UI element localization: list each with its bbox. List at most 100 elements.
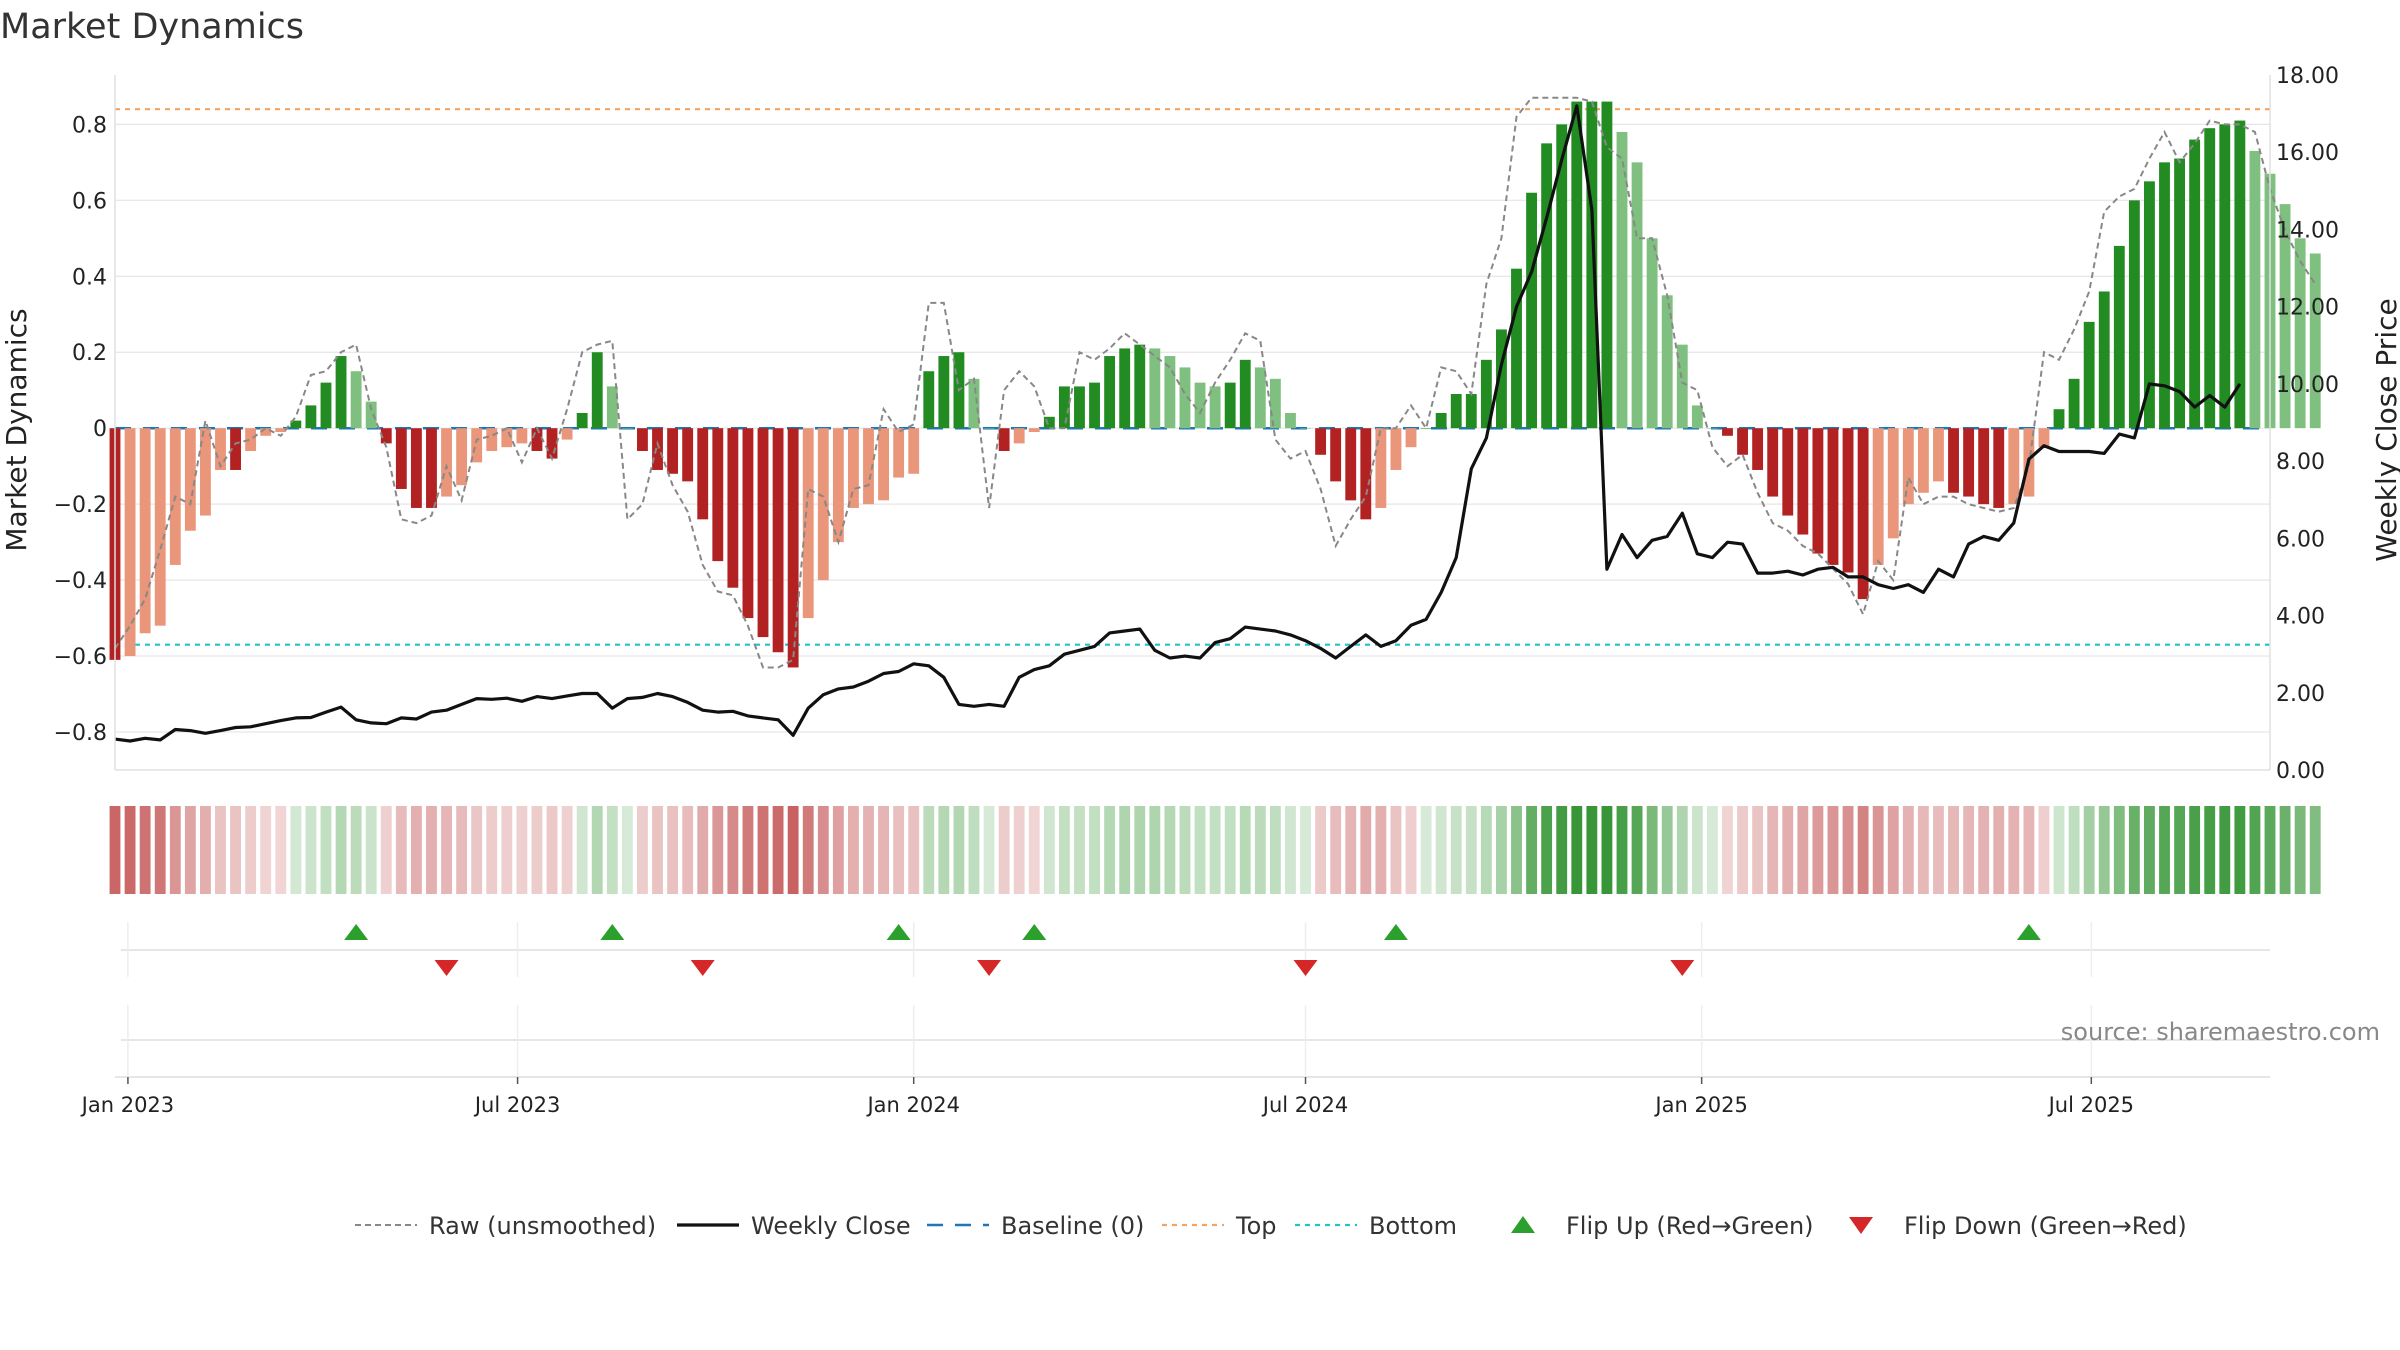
heat-strip-cell	[1691, 806, 1703, 894]
dynamics-bar	[245, 428, 257, 451]
heat-strip-cell	[1857, 806, 1869, 894]
dynamics-bar	[1541, 143, 1553, 429]
y-right-ticks: 18.00 16.00 14.00 12.00 10.00 8.00 6.00 4.00 2.0…	[2276, 64, 2339, 784]
legend-flip_down-label: Flip Down (Green→Red)	[1904, 1212, 2187, 1240]
dynamics-bar	[1300, 428, 1311, 429]
heat-strip-cell	[727, 806, 739, 894]
dynamics-bar	[652, 428, 663, 470]
heat-strip-cell	[1993, 806, 2005, 894]
heat-strip-cell	[1194, 806, 1206, 894]
dynamics-bar	[1631, 162, 1643, 429]
heat-strip-cell	[1887, 806, 1899, 894]
dynamics-bar	[712, 428, 724, 562]
dynamics-bar	[2174, 158, 2186, 429]
heat-strip-cell	[1933, 806, 1944, 894]
heat-strip-cell	[2098, 806, 2110, 894]
heat-strip-cell	[1043, 806, 1055, 894]
heat-strip-cell	[169, 806, 181, 894]
heat-strip-cell	[621, 806, 633, 894]
heat-strip-cell	[1254, 806, 1266, 894]
flip-down-marker	[1670, 960, 1695, 976]
heat-strip-cell	[863, 806, 874, 894]
dynamics-bar	[727, 428, 739, 588]
dynamics-bar	[2113, 245, 2125, 429]
heat-strip-cell	[1676, 806, 1688, 894]
dynamics-bar	[1360, 428, 1372, 520]
dynamics-bar	[848, 428, 859, 508]
reference-lines	[115, 108, 2270, 646]
heat-strip-cell	[2174, 806, 2186, 894]
heat-strip-cell	[184, 806, 196, 894]
dynamics-bar	[2249, 150, 2261, 429]
dynamics-bar	[802, 428, 814, 619]
x-tick-label: Jan 2024	[865, 1093, 960, 1117]
x-tick-label: Jul 2024	[1261, 1093, 1348, 1117]
heat-strip-cell	[893, 806, 905, 894]
dynamics-bar	[2204, 128, 2216, 429]
heat-strip-cell	[1827, 806, 1839, 894]
y-left-ticks: 0.8 0.6 0.4 0.2 0 −0.2 −0.4 −0.6 −0.8	[54, 113, 107, 746]
dynamics-bar	[1601, 101, 1613, 429]
heat-strip-cell	[1541, 806, 1553, 894]
heat-strip-cell	[1360, 806, 1372, 894]
dynamics-bar	[1782, 428, 1794, 516]
heat-strip-cell	[561, 806, 573, 894]
dynamics-bar	[998, 428, 1010, 451]
heat-strip-cell	[908, 806, 920, 894]
dynamics-bar	[757, 428, 769, 638]
heat-strip-cell	[124, 806, 136, 894]
dynamics-bar	[772, 428, 784, 653]
heat-strip-cell	[516, 806, 528, 894]
heat-strip-cell	[471, 806, 483, 894]
heat-strip-cell	[998, 806, 1010, 894]
dynamics-bar	[2144, 181, 2155, 429]
heat-strip-cell	[1511, 806, 1522, 894]
dynamics-bar	[1511, 268, 1522, 429]
dynamics-bar	[215, 428, 226, 470]
dynamics-bar	[1978, 428, 1990, 505]
dynamics-bar	[426, 428, 437, 508]
raw-unsmoothed-line	[114, 96, 2317, 669]
flip-down-marker	[434, 960, 459, 976]
dynamics-bar	[1285, 413, 1296, 429]
dynamics-bar	[501, 428, 513, 448]
heat-strip-cell	[410, 806, 422, 894]
heat-strip-cell	[1616, 806, 1628, 894]
legend-baseline-label: Baseline (0)	[1001, 1212, 1144, 1240]
dynamics-bar	[1224, 382, 1236, 429]
heat-strip-cell	[1722, 806, 1733, 894]
heat-strip-cell	[1224, 806, 1236, 894]
heat-strip-cell	[983, 806, 995, 894]
dynamics-bar	[1948, 428, 1959, 493]
heat-strip-cell	[576, 806, 588, 894]
heat-strip-cell	[652, 806, 663, 894]
dynamics-bar	[1737, 428, 1748, 455]
dynamics-bar	[1390, 428, 1402, 470]
heat-strip-cell	[2038, 806, 2050, 894]
flip-up-marker	[2016, 924, 2041, 940]
dynamics-bar	[1616, 131, 1628, 429]
heat-strip-cell	[742, 806, 754, 894]
dynamics-bar	[1887, 428, 1899, 539]
heat-strip-cell	[199, 806, 211, 894]
heat-strip-cell	[109, 806, 121, 894]
dynamics-bar	[1571, 101, 1583, 429]
flip-up-marker	[1022, 924, 1047, 940]
dynamics-bar	[2008, 428, 2020, 505]
heat-strip-cell	[772, 806, 784, 894]
heat-strip-cell	[1661, 806, 1673, 894]
heat-strip-cell	[1526, 806, 1537, 894]
x-tick-label: Jul 2025	[2047, 1093, 2134, 1117]
heat-strip-cell	[1496, 806, 1507, 894]
dynamics-bar	[682, 428, 694, 482]
heat-strip-cell	[832, 806, 844, 894]
y-right-tick-label: 14.00	[2276, 218, 2339, 243]
dynamics-bar	[456, 428, 468, 486]
heat-strip-cell	[1285, 806, 1296, 894]
dynamics-bar	[667, 428, 679, 474]
heat-strip-cell	[305, 806, 317, 894]
y-right-tick-label: 6.00	[2276, 527, 2325, 552]
dynamics-bar	[742, 428, 754, 619]
dynamics-bar	[2128, 200, 2140, 429]
